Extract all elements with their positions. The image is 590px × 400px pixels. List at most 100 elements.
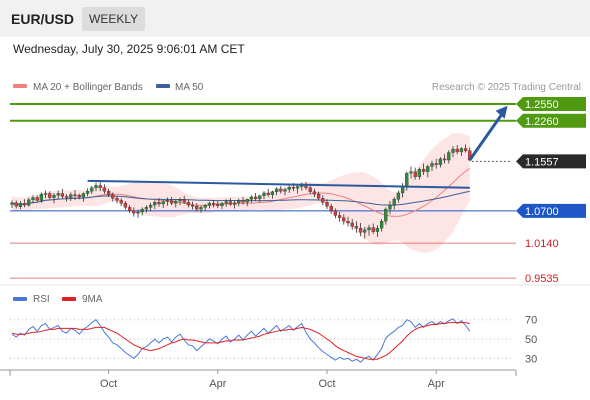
candle-body	[232, 202, 237, 205]
candle-body	[451, 148, 455, 153]
candle-body	[190, 204, 195, 207]
projection-arrow-shaft	[468, 110, 505, 161]
candle-body	[165, 200, 170, 202]
rsi-tick-label: 30	[525, 353, 537, 365]
candle-body	[14, 202, 18, 207]
bollinger-band	[12, 133, 470, 253]
candle-body	[195, 206, 199, 210]
candle-body	[211, 203, 216, 205]
candle-body	[413, 171, 417, 177]
candle-body	[321, 197, 325, 203]
rsi-ma-line	[11, 322, 470, 360]
candle-body	[237, 200, 241, 203]
level-label-1.2260: 1.2260	[525, 116, 559, 128]
candle-body	[56, 193, 60, 196]
candle-body	[283, 189, 287, 192]
candle-body	[77, 195, 81, 198]
candle-body	[81, 193, 86, 198]
candle-body	[140, 208, 144, 213]
x-tick-label: Apr	[428, 378, 445, 390]
level-label-0.9535: 0.9535	[525, 273, 559, 285]
legend-rsi: RSI 9MA	[13, 294, 103, 305]
candle-body	[10, 202, 14, 205]
level-tag-1.1557	[516, 154, 586, 169]
candle-body	[136, 211, 140, 214]
level-tag-1.2550	[516, 97, 586, 112]
candle-body	[329, 206, 333, 211]
candle-body	[295, 186, 300, 189]
level-label-1.1557: 1.1557	[525, 156, 559, 168]
candle-body	[98, 185, 102, 188]
candle-body	[106, 191, 111, 195]
candle-body	[22, 203, 27, 206]
candle-body	[253, 196, 258, 199]
candle-body	[199, 207, 203, 210]
candle-body	[409, 171, 413, 174]
candle-body	[463, 148, 468, 151]
candle-body	[94, 185, 98, 188]
candle-body	[111, 194, 115, 199]
legend-main: MA 20 + Bollinger Bands MA 50	[13, 82, 204, 93]
projection-arrow-head	[495, 105, 508, 119]
candle-body	[363, 229, 367, 233]
candle-body	[279, 188, 283, 192]
candle-body	[358, 228, 363, 233]
period-tab-weekly[interactable]: WEEKLY	[82, 7, 146, 31]
candle-body	[258, 195, 262, 199]
legend-swatch-ma20	[13, 84, 27, 88]
candle-body	[262, 192, 266, 196]
candle-body	[161, 201, 165, 205]
candle-body	[371, 227, 375, 232]
candle-body	[43, 193, 48, 195]
candle-body	[119, 200, 123, 204]
candle-body	[384, 208, 388, 222]
candle-body	[421, 169, 426, 172]
candle-body	[48, 193, 52, 198]
candle-body	[241, 200, 245, 203]
candle-body	[216, 203, 220, 206]
rsi-line	[11, 318, 471, 363]
candle-body	[90, 187, 94, 192]
candle-body	[396, 192, 401, 200]
candle-body	[325, 202, 329, 207]
candle-body	[388, 204, 392, 210]
rsi-tick-label: 70	[525, 315, 537, 327]
candle-body	[27, 199, 31, 206]
candle-body	[157, 202, 161, 205]
candle-body	[333, 210, 338, 216]
candle-body	[18, 203, 23, 207]
level-label-1.0700: 1.0700	[525, 206, 559, 218]
candle-body	[316, 193, 321, 199]
candle-body	[379, 221, 384, 229]
candle-body	[447, 152, 451, 161]
candle-body	[312, 191, 317, 195]
candle-body	[144, 207, 149, 210]
trendlines	[87, 105, 508, 189]
candle-body	[64, 196, 69, 198]
level-tag-1.0700	[516, 203, 586, 218]
candle-body	[270, 191, 275, 195]
candle-body	[148, 204, 153, 208]
legend-swatch-rsi	[13, 297, 27, 301]
candle-body	[52, 195, 56, 198]
candle-body	[249, 196, 254, 200]
legend-label-ma20: MA 20 + Bollinger Bands	[33, 82, 143, 93]
rsi-tick-label: 50	[525, 334, 537, 346]
x-tick-label: Oct	[318, 378, 335, 390]
legend-label-rsi: RSI	[33, 294, 50, 305]
bollinger-band-area	[12, 133, 470, 253]
candle-body	[174, 200, 178, 204]
price-levels	[10, 103, 516, 279]
level-tag-1.2260	[516, 113, 586, 128]
level-labels: 1.2550 1.2260 1.1557 1.0700 1.0140 0.9535	[516, 97, 586, 285]
chart-datetime: Wednesday, July 30, 2025 9:06:01 AM CET	[13, 42, 245, 56]
candle-body	[35, 197, 39, 201]
candle-body	[342, 217, 346, 222]
candle-body	[350, 222, 354, 227]
candle-body	[220, 203, 224, 206]
x-axis-ticks: Oct Apr Oct Apr	[100, 370, 445, 390]
candle-body	[224, 201, 228, 204]
candle-body	[123, 203, 128, 208]
candle-body	[266, 192, 270, 195]
candle-body	[405, 173, 409, 187]
